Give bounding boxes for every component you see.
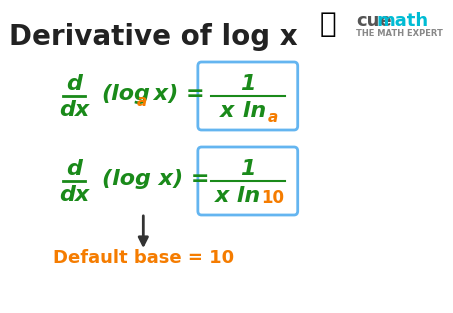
FancyBboxPatch shape bbox=[198, 147, 298, 215]
Text: THE MATH EXPERT: THE MATH EXPERT bbox=[356, 28, 443, 38]
Text: 1: 1 bbox=[240, 74, 255, 94]
Text: a: a bbox=[268, 110, 279, 125]
Text: 1: 1 bbox=[240, 159, 255, 179]
Text: x: x bbox=[220, 101, 234, 121]
Text: cue: cue bbox=[356, 12, 391, 30]
Text: Default base = 10: Default base = 10 bbox=[53, 249, 234, 267]
Text: 🚀: 🚀 bbox=[320, 10, 337, 38]
Text: math: math bbox=[376, 12, 429, 30]
Text: Derivative of log x: Derivative of log x bbox=[9, 23, 298, 51]
Text: (log: (log bbox=[102, 84, 150, 104]
Text: d: d bbox=[66, 74, 82, 94]
Text: x) =: x) = bbox=[146, 84, 205, 104]
Text: (log x) =: (log x) = bbox=[102, 169, 209, 189]
Text: x: x bbox=[215, 186, 229, 206]
Text: dx: dx bbox=[59, 100, 89, 120]
FancyBboxPatch shape bbox=[198, 62, 298, 130]
Text: d: d bbox=[66, 159, 82, 179]
Text: ln: ln bbox=[229, 186, 260, 206]
Text: dx: dx bbox=[59, 185, 89, 205]
Text: ln: ln bbox=[235, 101, 266, 121]
Text: a: a bbox=[137, 95, 147, 110]
Text: 10: 10 bbox=[262, 189, 284, 207]
